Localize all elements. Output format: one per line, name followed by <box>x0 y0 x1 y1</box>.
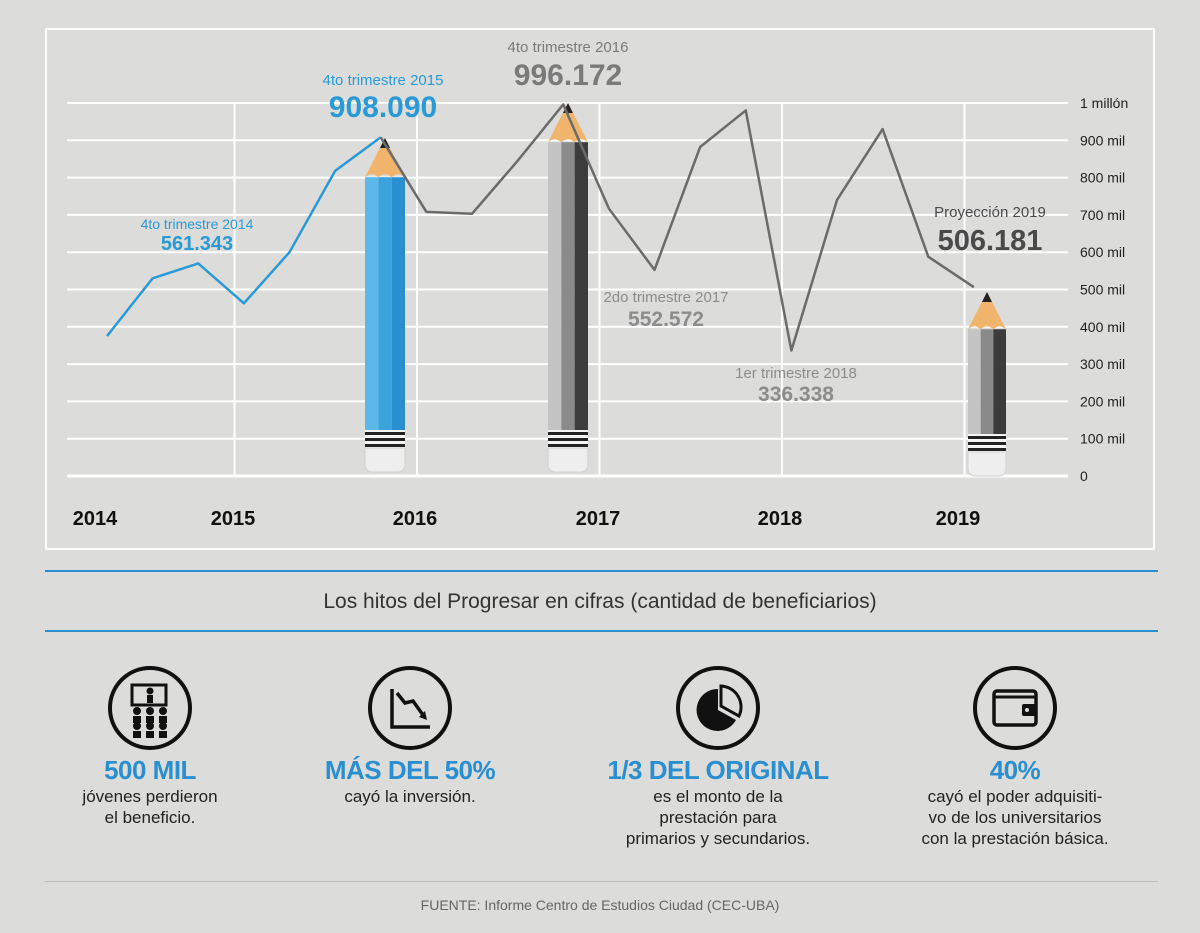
top-divider <box>45 570 1158 572</box>
y-tick-label: 300 mil <box>1080 356 1125 372</box>
stat-value: 40% <box>989 755 1041 785</box>
ferrule-band <box>968 436 1006 439</box>
x-tick-label: 2019 <box>936 508 981 530</box>
ferrule-band <box>548 444 588 447</box>
ferrule-band <box>548 432 588 435</box>
annotation-label: 4to trimestre 2015 <box>323 72 444 89</box>
chart-lines <box>106 103 975 352</box>
x-tick-label: 2018 <box>758 508 803 530</box>
y-tick-label: 800 mil <box>1080 170 1125 186</box>
pencil-tip <box>982 292 992 302</box>
pencil-illustrations <box>364 103 1007 477</box>
stat-value: 1/3 DEL ORIGINAL <box>607 755 829 785</box>
pencil-wood <box>365 138 405 178</box>
ferrule-band <box>968 448 1006 451</box>
y-tick-label: 0 <box>1080 468 1088 484</box>
series-line-0 <box>106 136 382 337</box>
x-tick-label: 2015 <box>211 508 256 530</box>
annotation-value: 908.090 <box>329 91 437 124</box>
x-tick-label: 2016 <box>393 508 438 530</box>
pencil-eraser <box>967 451 1007 477</box>
source-divider <box>45 881 1158 882</box>
x-tick-label: 2014 <box>73 508 118 530</box>
pencil-body <box>548 142 562 430</box>
stat-poder-adquisitivo: 40% cayó el poder adquisiti- vo de los u… <box>895 665 1135 849</box>
section-subtitle: Los hitos del Progresar en cifras (canti… <box>323 590 877 613</box>
stat-inversion: MÁS DEL 50% cayó la inversión. <box>290 665 530 807</box>
y-tick-label: 600 mil <box>1080 244 1125 260</box>
ferrule-band <box>548 438 588 441</box>
pencil-body <box>365 177 379 430</box>
annotation-label: 1er trimestre 2018 <box>735 365 857 382</box>
y-tick-label: 1 millón <box>1080 95 1128 111</box>
stat-description: es el monto de la prestación para primar… <box>625 787 811 848</box>
pencil-body <box>561 142 575 430</box>
annotation-label: 4to trimestre 2014 <box>141 216 254 232</box>
stat-value: 500 MIL <box>104 755 196 785</box>
annotation-value: 336.338 <box>758 383 834 406</box>
gray-pencil-small <box>967 292 1007 477</box>
pencil-eraser <box>547 447 589 473</box>
stat-jovenes: 500 MIL jóvenes perdieron el beneficio. <box>30 665 270 828</box>
stat-monto: 1/3 DEL ORIGINAL es el monto de la prest… <box>598 665 838 849</box>
trend-down-icon <box>367 665 453 751</box>
ferrule-band <box>968 442 1006 445</box>
pencil-body <box>574 142 588 430</box>
pencil-body <box>391 177 405 430</box>
ferrule-band <box>365 438 405 441</box>
y-tick-label: 400 mil <box>1080 319 1125 335</box>
y-tick-label: 100 mil <box>1080 431 1125 447</box>
annotation-value: 561.343 <box>161 233 233 255</box>
pencil-body <box>980 329 994 434</box>
y-tick-label: 700 mil <box>1080 207 1125 223</box>
people-group-icon <box>107 665 193 751</box>
pencil-body <box>378 177 392 430</box>
pencil-wood <box>548 103 588 143</box>
stat-value: MÁS DEL 50% <box>324 755 496 785</box>
line-chart: 0 100 mil 200 mil 300 mil 400 mil 500 mil 600 … <box>67 39 1128 530</box>
y-tick-label: 200 mil <box>1080 393 1125 409</box>
x-axis: 2014 2015 2016 2017 2018 2019 <box>73 508 981 530</box>
gray-pencil-large <box>547 103 589 473</box>
annotation-value: 506.181 <box>938 225 1043 257</box>
chart-frame <box>45 28 1155 550</box>
annotation-label: 2do trimestre 2017 <box>603 289 728 306</box>
source-note: FUENTE: Informe Centro de Estudios Ciuda… <box>420 897 780 913</box>
pencil-body <box>968 329 981 434</box>
pencil-eraser <box>364 447 406 473</box>
stat-description: cayó la inversión. <box>344 787 476 806</box>
stat-description: jóvenes perdieron el beneficio. <box>82 787 218 827</box>
annotation-value: 996.172 <box>514 59 622 92</box>
pencil-wood <box>968 292 1006 330</box>
stat-description: cayó el poder adquisiti- vo de los unive… <box>921 787 1109 848</box>
wallet-icon <box>972 665 1058 751</box>
pie-chart-icon <box>675 665 761 751</box>
series-line-1 <box>379 103 975 352</box>
y-axis: 0 100 mil 200 mil 300 mil 400 mil 500 mil 600 … <box>1080 95 1128 484</box>
y-tick-label: 900 mil <box>1080 132 1125 148</box>
blue-pencil <box>364 138 406 473</box>
annotation-label: 4to trimestre 2016 <box>508 39 629 56</box>
bottom-divider <box>45 630 1158 632</box>
y-tick-label: 500 mil <box>1080 282 1125 298</box>
ferrule-band <box>365 444 405 447</box>
ferrule-band <box>365 432 405 435</box>
annotation-label: Proyección 2019 <box>934 204 1046 221</box>
pencil-body <box>993 329 1006 434</box>
annotation-value: 552.572 <box>628 308 704 331</box>
x-tick-label: 2017 <box>576 508 621 530</box>
